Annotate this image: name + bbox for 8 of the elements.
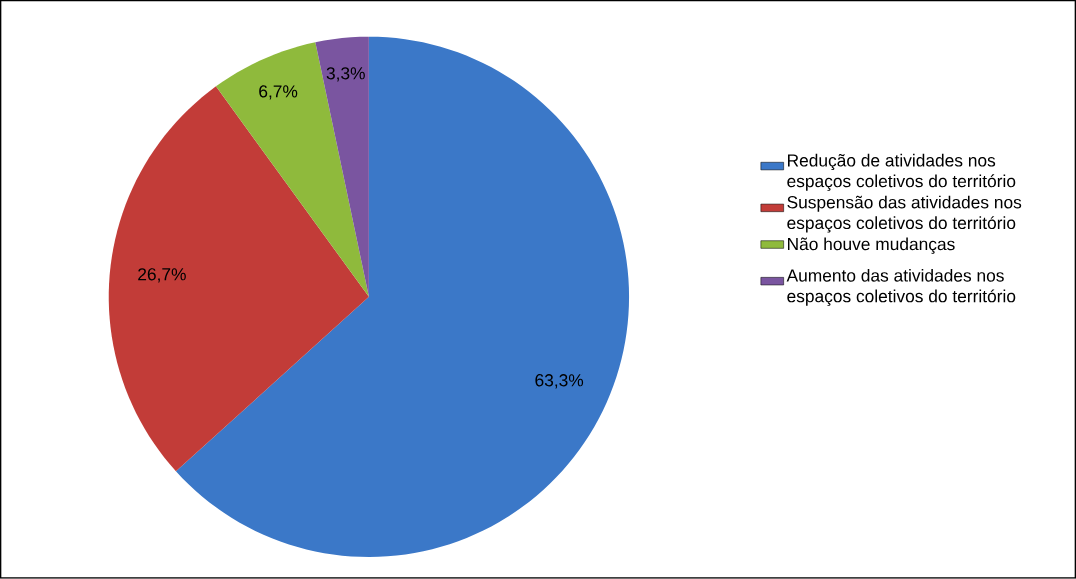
data-label: 26,7% [138, 268, 186, 283]
legend-label: Aumento das atividades nos espaços coletivos do território [786, 269, 1016, 307]
data-label: 3,3% [326, 67, 365, 82]
legend-label: Suspensão das atividades nos espaços coletivos do território [787, 195, 1022, 233]
legend-label: Redução de atividades nos espaços coletivos do território [787, 153, 1016, 191]
data-label: 6,7% [259, 85, 298, 100]
legend-label: Não houve mudanças [788, 237, 955, 254]
data-label: 63,3% [535, 374, 584, 389]
